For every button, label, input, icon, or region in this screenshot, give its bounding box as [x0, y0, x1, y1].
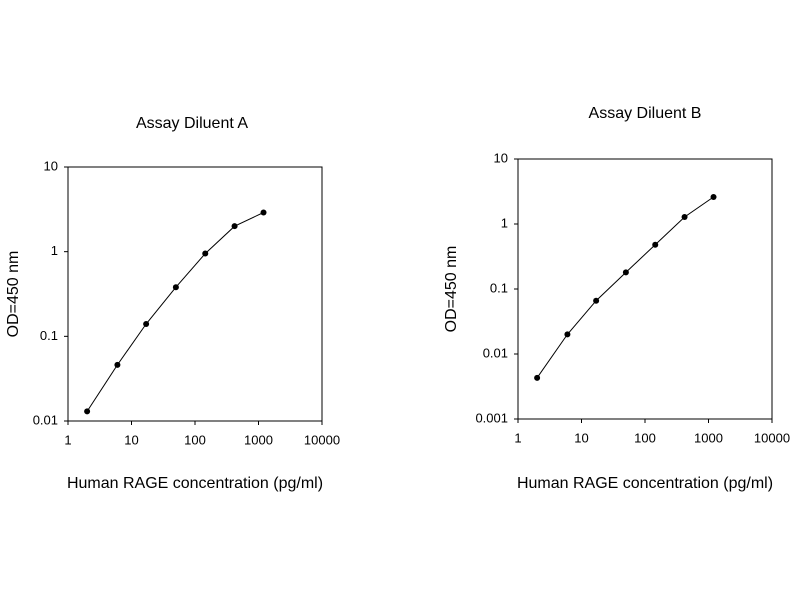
plot-frame: [517, 158, 773, 420]
y-tick-label: 10: [494, 150, 508, 165]
data-point: [231, 223, 238, 230]
chart-title: Assay Diluent A: [136, 115, 248, 132]
data-point: [143, 320, 150, 327]
y-tick-label: 1: [51, 243, 58, 258]
data-point: [534, 374, 541, 381]
x-tick-label: 100: [634, 430, 656, 445]
y-tick-label: 0.1: [40, 328, 58, 343]
x-tick-label: 10000: [754, 430, 790, 445]
x-axis-label: Human RAGE concentration (pg/ml): [517, 475, 773, 492]
y-tick-label: 0.01: [33, 412, 58, 427]
data-point: [84, 408, 91, 415]
x-tick-label: 100: [184, 432, 206, 447]
y-tick-label: 0.001: [475, 410, 508, 425]
y-tick-label: 0.01: [483, 345, 508, 360]
x-axis-label: Human RAGE concentration (pg/ml): [67, 475, 323, 492]
data-point: [172, 284, 179, 291]
x-tick-label: 10: [124, 432, 138, 447]
data-line: [536, 196, 714, 379]
x-tick-label: 1000: [694, 430, 723, 445]
data-point: [622, 269, 629, 276]
y-tick-label: 0.1: [490, 280, 508, 295]
data-point: [202, 250, 209, 257]
data-point: [564, 331, 571, 338]
x-tick-label: 10: [574, 430, 588, 445]
data-line: [86, 212, 264, 412]
chart-title: Assay Diluent B: [589, 105, 702, 122]
data-point: [593, 297, 600, 304]
x-tick-label: 1000: [244, 432, 273, 447]
x-tick-label: 10000: [304, 432, 340, 447]
data-point: [114, 361, 121, 368]
x-tick-label: 1: [514, 430, 521, 445]
data-point: [652, 241, 659, 248]
y-axis-label: OD=450 nm: [5, 251, 22, 338]
y-tick-label: 1: [501, 215, 508, 230]
y-axis-label: OD=450 nm: [443, 246, 460, 333]
data-point: [681, 214, 688, 221]
data-point: [260, 209, 267, 216]
data-point: [710, 194, 717, 201]
x-tick-label: 1: [64, 432, 71, 447]
y-tick-label: 10: [44, 158, 58, 173]
